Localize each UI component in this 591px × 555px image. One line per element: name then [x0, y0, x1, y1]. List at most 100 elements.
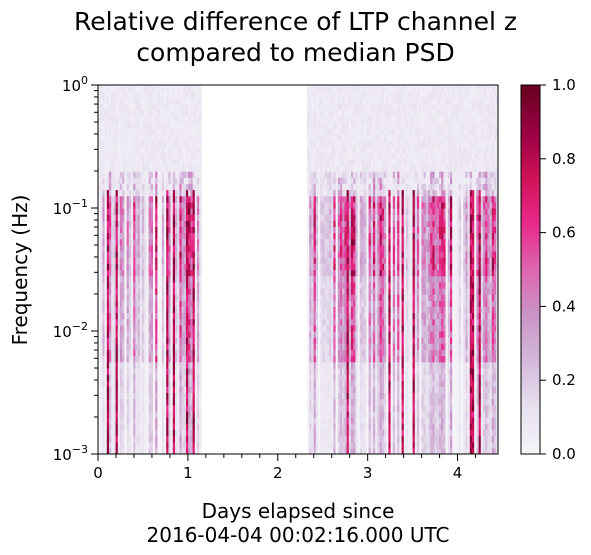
heatmap-cell — [175, 91, 178, 98]
heatmap-cell — [377, 251, 380, 258]
heatmap-cell — [120, 282, 123, 289]
heatmap-cell — [377, 386, 380, 393]
heatmap-cell — [190, 128, 193, 135]
heatmap-cell — [160, 393, 163, 400]
heatmap-cell — [331, 97, 334, 104]
heatmap-cell — [133, 405, 136, 412]
heatmap-cell — [360, 429, 363, 436]
heatmap-cell — [127, 177, 130, 184]
heatmap-cell — [193, 349, 196, 356]
heatmap-cell — [157, 214, 160, 221]
heatmap-cell — [358, 436, 361, 443]
heatmap-cell — [340, 288, 343, 295]
heatmap-cell — [344, 306, 347, 313]
heatmap-cell — [338, 343, 341, 350]
heatmap-cell — [120, 294, 123, 301]
heatmap-cell — [135, 319, 138, 326]
heatmap-cell — [107, 423, 110, 430]
heatmap-cell — [173, 343, 176, 350]
heatmap-cell — [186, 128, 189, 135]
heatmap-cell — [375, 374, 378, 381]
heatmap-cell — [162, 300, 165, 307]
heatmap-cell — [146, 171, 149, 178]
heatmap-cell — [160, 257, 163, 264]
heatmap-cell — [373, 239, 376, 246]
heatmap-cell — [371, 288, 374, 295]
heatmap-cell — [193, 368, 196, 375]
heatmap-cell — [164, 147, 167, 154]
heatmap-cell — [375, 411, 378, 418]
heatmap-cell — [325, 306, 328, 313]
heatmap-cell — [155, 153, 158, 160]
heatmap-cell — [100, 220, 103, 227]
heatmap-cell — [175, 319, 178, 326]
heatmap-cell — [144, 294, 147, 301]
heatmap-cell — [316, 300, 319, 307]
heatmap-cell — [320, 165, 323, 172]
heatmap-cell — [146, 417, 149, 424]
heatmap-cell — [140, 226, 143, 233]
heatmap-cell — [122, 251, 125, 258]
heatmap-cell — [353, 153, 356, 160]
heatmap-cell — [375, 153, 378, 160]
heatmap-cell — [109, 282, 112, 289]
heatmap-cell — [199, 116, 202, 123]
heatmap-cell — [113, 159, 116, 166]
heatmap-cell — [311, 276, 314, 283]
heatmap-cell — [166, 423, 169, 430]
heatmap-cell — [105, 270, 108, 277]
heatmap-cell — [320, 251, 323, 258]
heatmap-cell — [338, 429, 341, 436]
heatmap-cell — [344, 405, 347, 412]
heatmap-cell — [340, 190, 343, 197]
heatmap-cell — [116, 245, 119, 252]
heatmap-cell — [166, 140, 169, 147]
heatmap-cell — [342, 294, 345, 301]
heatmap-cell — [168, 356, 171, 363]
heatmap-cell — [116, 343, 119, 350]
heatmap-cell — [342, 380, 345, 387]
heatmap-cell — [133, 386, 136, 393]
heatmap-cell — [320, 313, 323, 320]
heatmap-cell — [184, 276, 187, 283]
heatmap-cell — [171, 110, 174, 117]
heatmap-cell — [316, 399, 319, 406]
heatmap-cell — [153, 214, 156, 221]
heatmap-cell — [179, 140, 182, 147]
heatmap-cell — [325, 134, 328, 141]
heatmap-cell — [197, 368, 200, 375]
heatmap-cell — [116, 393, 119, 400]
heatmap-cell — [349, 91, 352, 98]
heatmap-cell — [102, 140, 105, 147]
heatmap-cell — [309, 91, 312, 98]
heatmap-cell — [320, 368, 323, 375]
heatmap-cell — [353, 282, 356, 289]
heatmap-cell — [160, 294, 163, 301]
heatmap-cell — [380, 356, 383, 363]
heatmap-cell — [171, 405, 174, 412]
heatmap-cell — [355, 331, 358, 338]
heatmap-cell — [329, 190, 332, 197]
heatmap-cell — [325, 140, 328, 147]
heatmap-cell — [347, 337, 350, 344]
heatmap-cell — [122, 110, 125, 117]
heatmap-cell — [190, 110, 193, 117]
heatmap-cell — [309, 399, 312, 406]
heatmap-cell — [149, 171, 152, 178]
heatmap-cell — [113, 239, 116, 246]
heatmap-cell — [164, 214, 167, 221]
heatmap-cell — [138, 251, 141, 258]
heatmap-cell — [155, 103, 158, 110]
heatmap-cell — [375, 97, 378, 104]
heatmap-cell — [179, 147, 182, 154]
heatmap-cell — [175, 386, 178, 393]
heatmap-cell — [151, 393, 154, 400]
heatmap-cell — [111, 226, 114, 233]
heatmap-cell — [162, 208, 165, 215]
heatmap-cell — [355, 116, 358, 123]
heatmap-cell — [127, 97, 130, 104]
heatmap-cell — [184, 103, 187, 110]
heatmap-cell — [314, 208, 317, 215]
heatmap-cell — [340, 393, 343, 400]
heatmap-cell — [327, 226, 330, 233]
